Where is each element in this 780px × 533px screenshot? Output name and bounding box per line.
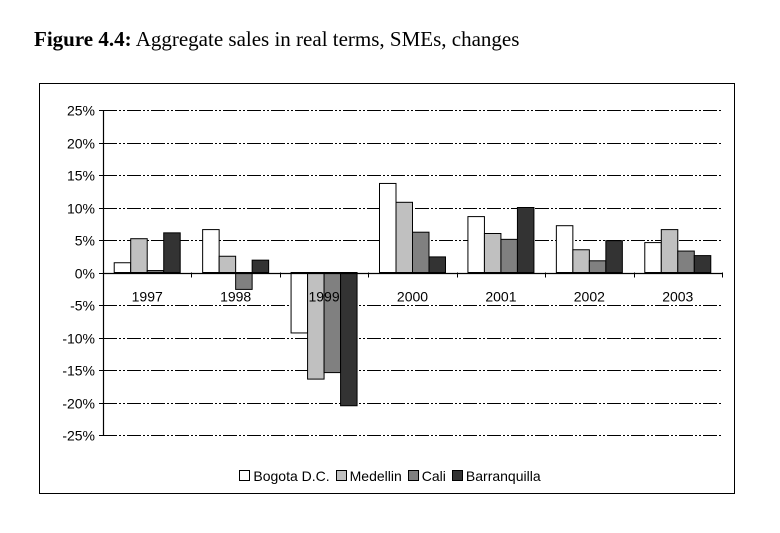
legend-swatch: [451, 470, 463, 481]
legend-swatch: [239, 470, 251, 481]
bar-barranquilla-2001: [516, 207, 535, 273]
bar-barranquilla-2002: [605, 240, 623, 273]
y-tick-label: -20%: [62, 396, 95, 412]
figure-caption: Aggregate sales in real terms, SMEs, cha…: [131, 27, 520, 51]
legend-item: Cali: [407, 468, 446, 484]
gridlines: [103, 110, 722, 436]
x-tick-label: 1997: [132, 289, 163, 305]
bar-medellin-2001: [483, 233, 502, 273]
bar-cali-2000: [412, 231, 430, 273]
y-tick-label: -10%: [62, 331, 95, 347]
y-axis-ticks: 25% 20% 15% 10% 5% 0% -5% -10% -15% -20% -25%: [62, 103, 103, 444]
figure-title: Figure 4.4: Aggregate sales in real term…: [34, 27, 519, 52]
legend-item: Bogota D.C.: [239, 468, 330, 484]
chart-frame: [39, 83, 735, 494]
legend: Bogota D.C. Medellin Cali Barranquilla: [0, 468, 780, 484]
bar-cali-2001: [500, 238, 518, 274]
bar-bogota-d-c-1997: [113, 262, 132, 273]
bar-bogota-d-c-2003: [644, 242, 662, 274]
legend-label: Medellin: [349, 468, 402, 484]
y-tick-label: 5%: [75, 233, 95, 249]
x-tick-label: 2002: [574, 289, 605, 305]
bar-medellin-2002: [572, 249, 590, 273]
y-tick-label: 25%: [67, 103, 95, 119]
x-tick-label: 2003: [662, 289, 693, 305]
legend-label: Cali: [421, 468, 446, 484]
legend-swatch: [407, 470, 419, 481]
y-tick-label: 0%: [75, 266, 95, 282]
x-tick-label: 1999: [308, 289, 339, 305]
bar-bogota-d-c-1999: [290, 272, 309, 334]
legend-item: Medellin: [335, 468, 402, 484]
bar-bogota-d-c-1998: [202, 229, 220, 274]
bar-cali-1997: [146, 270, 165, 273]
bar-cali-2003: [677, 250, 695, 274]
x-tick-label: 2000: [397, 289, 428, 305]
y-tick-label: 10%: [67, 201, 95, 217]
bars: [113, 182, 712, 407]
bar-medellin-1998: [218, 255, 237, 273]
bar-barranquilla-1998: [251, 259, 270, 273]
bar-barranquilla-1997: [163, 232, 181, 274]
y-tick-label: -15%: [62, 363, 95, 379]
bar-barranquilla-2003: [693, 255, 712, 274]
y-tick-label: -25%: [62, 428, 95, 444]
bar-cali-2002: [588, 260, 607, 273]
bar-barranquilla-1999: [340, 272, 358, 407]
bar-bogota-d-c-2001: [467, 216, 485, 274]
figure-label: Figure 4.4:: [34, 27, 132, 51]
axes: [102, 110, 723, 435]
bar-medellin-1997: [130, 238, 148, 273]
legend-label: Barranquilla: [465, 468, 541, 484]
bar-cali-1999: [323, 272, 342, 374]
y-tick-label: -5%: [70, 298, 95, 314]
x-tick-label: 1998: [220, 289, 251, 305]
y-tick-label: 15%: [67, 168, 95, 184]
bar-bogota-d-c-2002: [555, 225, 574, 273]
bar-medellin-2003: [660, 229, 679, 274]
legend-swatch: [335, 470, 347, 481]
x-axis-labels: 1997 1998 1999 2000 2001 2002 2003: [132, 289, 694, 305]
bar-medellin-2000: [395, 201, 413, 273]
legend-item: Barranquilla: [451, 468, 541, 484]
bar-bogota-d-c-2000: [379, 182, 397, 273]
bar-barranquilla-2000: [428, 256, 446, 273]
y-tick-label: 20%: [67, 136, 95, 152]
legend-label: Bogota D.C.: [253, 468, 330, 484]
x-tick-label: 2001: [485, 289, 516, 305]
bar-cali-1998: [235, 272, 253, 290]
